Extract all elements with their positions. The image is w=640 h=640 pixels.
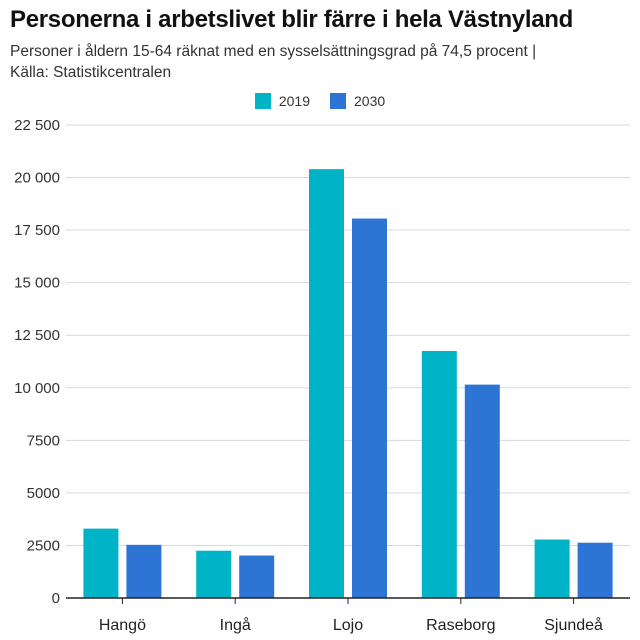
legend-item-2030: 2030 <box>330 93 385 109</box>
bar-2030 <box>577 542 613 598</box>
x-tick-label: Lojo <box>333 617 363 634</box>
x-tick-label: Raseborg <box>426 617 495 634</box>
x-tick-label: Hangö <box>99 617 146 634</box>
bar-2019 <box>309 169 344 598</box>
y-tick-label: 15 000 <box>14 275 60 292</box>
y-tick-label: 17 500 <box>14 222 60 239</box>
x-tick-label: Sjundeå <box>544 616 603 634</box>
y-tick-label: 7500 <box>27 432 60 449</box>
y-tick-label: 12 500 <box>14 327 60 344</box>
y-tick-label: 2500 <box>27 537 60 554</box>
legend-swatch-2019 <box>254 93 271 109</box>
bar-2019 <box>83 528 119 598</box>
chart-legend: 2019 2030 <box>0 93 640 109</box>
y-tick-label: 10 000 <box>14 380 60 397</box>
y-tick-label: 0 <box>52 590 60 607</box>
bar-2030 <box>126 544 162 598</box>
subtitle-line-2: Källa: Statistikcentralen <box>10 64 172 81</box>
bar-2019 <box>196 550 232 598</box>
y-tick-label: 22 500 <box>14 117 60 134</box>
chart-title: Personerna i arbetslivet blir färre i he… <box>10 6 573 33</box>
legend-swatch-2030 <box>330 93 346 109</box>
legend-label-2030: 2030 <box>354 93 386 109</box>
legend-label-2019: 2019 <box>278 93 310 109</box>
bar-2030 <box>239 555 275 598</box>
y-tick-label: 20 000 <box>14 170 60 187</box>
chart-subtitle: Personer i åldern 15-64 räknat med en sy… <box>10 41 630 83</box>
legend-item-2019: 2019 <box>254 93 310 109</box>
bar-2019 <box>421 350 457 598</box>
y-tick-label: 5000 <box>27 485 60 502</box>
x-tick-label: Ingå <box>220 616 251 634</box>
bar-2030 <box>352 218 387 598</box>
subtitle-line-1: Personer i åldern 15-64 räknat med en sy… <box>10 43 537 60</box>
bar-2030 <box>464 384 500 598</box>
bar-2019 <box>534 539 570 598</box>
